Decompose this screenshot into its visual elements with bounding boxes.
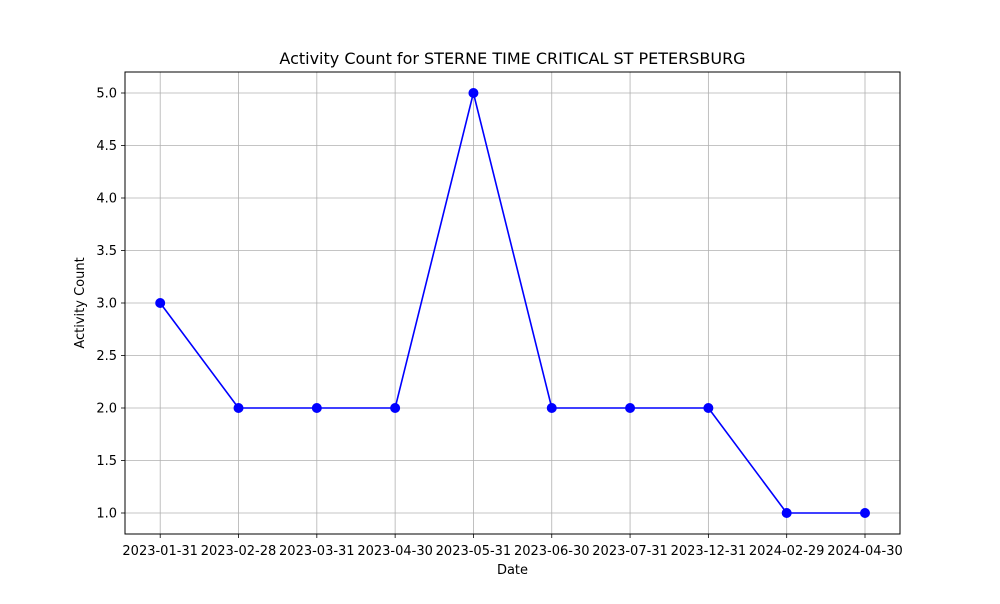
y-tick-label: 1.0 bbox=[96, 507, 117, 522]
y-axis-label: Activity Count bbox=[73, 257, 88, 348]
x-tick-label: 2024-04-30 bbox=[827, 544, 903, 559]
y-tick-label: 3.0 bbox=[96, 297, 117, 312]
x-axis: 2023-01-31 2023-02-28 2023-03-31 2023-04-30… bbox=[122, 534, 903, 559]
x-tick-label: 2023-06-30 bbox=[514, 544, 590, 559]
y-tick-label: 1.5 bbox=[96, 454, 117, 469]
data-point bbox=[311, 403, 322, 413]
x-tick-label: 2023-03-31 bbox=[279, 544, 355, 559]
x-tick-label: 2023-05-31 bbox=[436, 544, 512, 559]
x-tick-label: 2023-02-28 bbox=[201, 544, 277, 559]
data-point bbox=[155, 298, 166, 308]
data-point bbox=[468, 88, 479, 98]
series-line bbox=[159, 92, 865, 514]
grid bbox=[125, 72, 900, 534]
x-tick-label: 2023-12-31 bbox=[671, 544, 747, 559]
data-point bbox=[390, 403, 401, 413]
data-point bbox=[703, 403, 714, 413]
x-tick-label: 2024-02-29 bbox=[749, 544, 825, 559]
data-point bbox=[781, 508, 792, 518]
y-tick-label: 2.0 bbox=[96, 402, 117, 417]
x-axis-label: Date bbox=[497, 563, 528, 578]
y-tick-label: 2.5 bbox=[96, 349, 117, 364]
y-tick-label: 5.0 bbox=[96, 87, 117, 102]
y-tick-label: 4.5 bbox=[96, 139, 117, 154]
y-tick-label: 3.5 bbox=[96, 244, 117, 259]
data-point bbox=[546, 403, 557, 413]
y-tick-label: 4.0 bbox=[96, 192, 117, 207]
data-point bbox=[625, 403, 636, 413]
chart-title: Activity Count for STERNE TIME CRITICAL … bbox=[279, 49, 745, 68]
data-point bbox=[860, 508, 870, 518]
x-tick-label: 2023-01-31 bbox=[122, 544, 198, 559]
y-axis: 1.0 1.5 2.0 2.5 3.0 3.5 4.0 4.5 5.0 bbox=[96, 87, 125, 522]
x-tick-label: 2023-07-31 bbox=[592, 544, 668, 559]
x-tick-label: 2023-04-30 bbox=[357, 544, 433, 559]
series-activity-count bbox=[155, 88, 870, 518]
data-point bbox=[233, 403, 244, 413]
